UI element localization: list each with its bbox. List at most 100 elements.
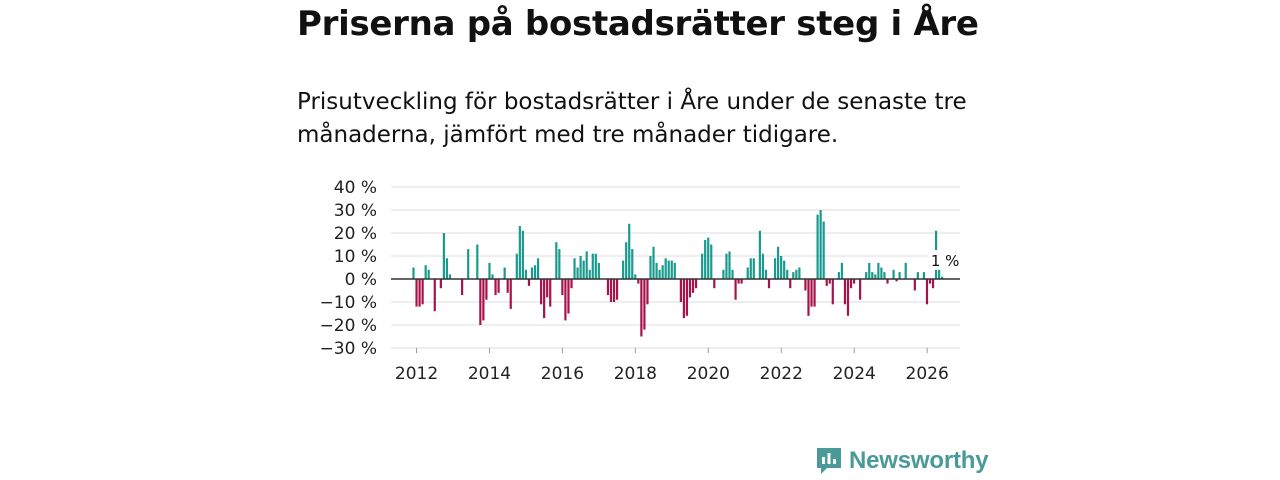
newsworthy-logo-icon [817,448,841,474]
bar [740,279,743,284]
bar [461,279,464,296]
bar [895,279,898,282]
bar [731,269,734,279]
bar [631,249,634,279]
bar [931,279,935,289]
bar [670,260,673,279]
bar [597,262,600,279]
y-tick-label: −30 % [320,339,377,359]
y-tick-label: −20 % [320,316,377,336]
bar [655,262,658,279]
bar [707,237,710,279]
x-tick-label: 2018 [614,364,657,384]
bar [652,246,655,279]
bar [594,253,597,279]
bar [777,246,780,279]
bar [725,253,728,279]
x-tick-label: 2024 [833,364,876,384]
bar [524,269,528,279]
bar [892,269,895,279]
bar [813,279,816,307]
bar [749,258,752,279]
bar [789,279,792,289]
bar [509,279,512,309]
bar [546,279,549,298]
bar [913,279,916,291]
bar [792,272,795,279]
bar [831,279,834,305]
bar [728,251,731,279]
bar [540,279,543,305]
bar [412,267,415,279]
bar [828,279,831,284]
bar [734,279,737,300]
bar [865,272,868,279]
bar [606,279,610,296]
x-tick-label: 2014 [468,364,511,384]
bar-chart: 40 % 30 % 20 % 10 % 0 % −10 % −20 % −30 % 2012 20… [319,178,960,384]
bar [758,230,761,279]
bar [694,279,698,289]
bar [612,279,616,302]
bar [941,276,944,279]
bar [773,258,777,279]
newsworthy-logo: Newsworthy [815,446,989,476]
bar [622,260,625,279]
bar [746,267,749,279]
x-tick-label: 2016 [541,364,584,384]
bar [688,279,692,298]
bar [515,253,518,279]
bar [579,256,582,279]
bar [442,233,445,279]
bar [737,279,740,284]
chart-title: Priserna på bostadsrätter steg i Åre [297,4,979,44]
bar [837,272,840,279]
bar [609,279,613,302]
bar [886,279,889,284]
bar [418,279,421,307]
bar [868,262,871,279]
bar [479,279,482,325]
bar [883,272,886,279]
bar [561,279,564,296]
bar [576,267,579,279]
bar [713,279,716,289]
x-tick-label: 2020 [687,364,730,384]
bar [825,279,828,286]
bar [521,230,524,279]
bar [767,279,771,289]
bar [506,279,509,293]
bar [628,223,631,279]
bar [667,260,670,279]
y-tick-label: 0 % [345,270,377,290]
bar [916,272,919,279]
bar [415,279,418,307]
bar [503,267,506,279]
bar [871,272,874,279]
bar [852,279,856,284]
bar [846,279,850,316]
bar [567,279,570,314]
bar [710,244,713,279]
bar [807,279,810,316]
bar [588,269,591,279]
bar [938,262,941,279]
bar [530,267,534,279]
bar [874,274,877,279]
bar [810,279,813,307]
bar [704,239,707,279]
bar [898,272,901,279]
y-tick-label: 20 % [334,224,377,244]
bar [646,279,649,305]
y-tick-label: 10 % [334,247,377,267]
bar [640,279,643,337]
bar [658,269,661,279]
bar [679,279,682,302]
bar [497,279,500,293]
y-tick-label: 30 % [334,201,377,221]
bar [573,258,576,279]
bar [649,256,652,279]
x-tick-label: 2012 [395,364,438,384]
bar [585,251,588,279]
bar [637,279,640,284]
